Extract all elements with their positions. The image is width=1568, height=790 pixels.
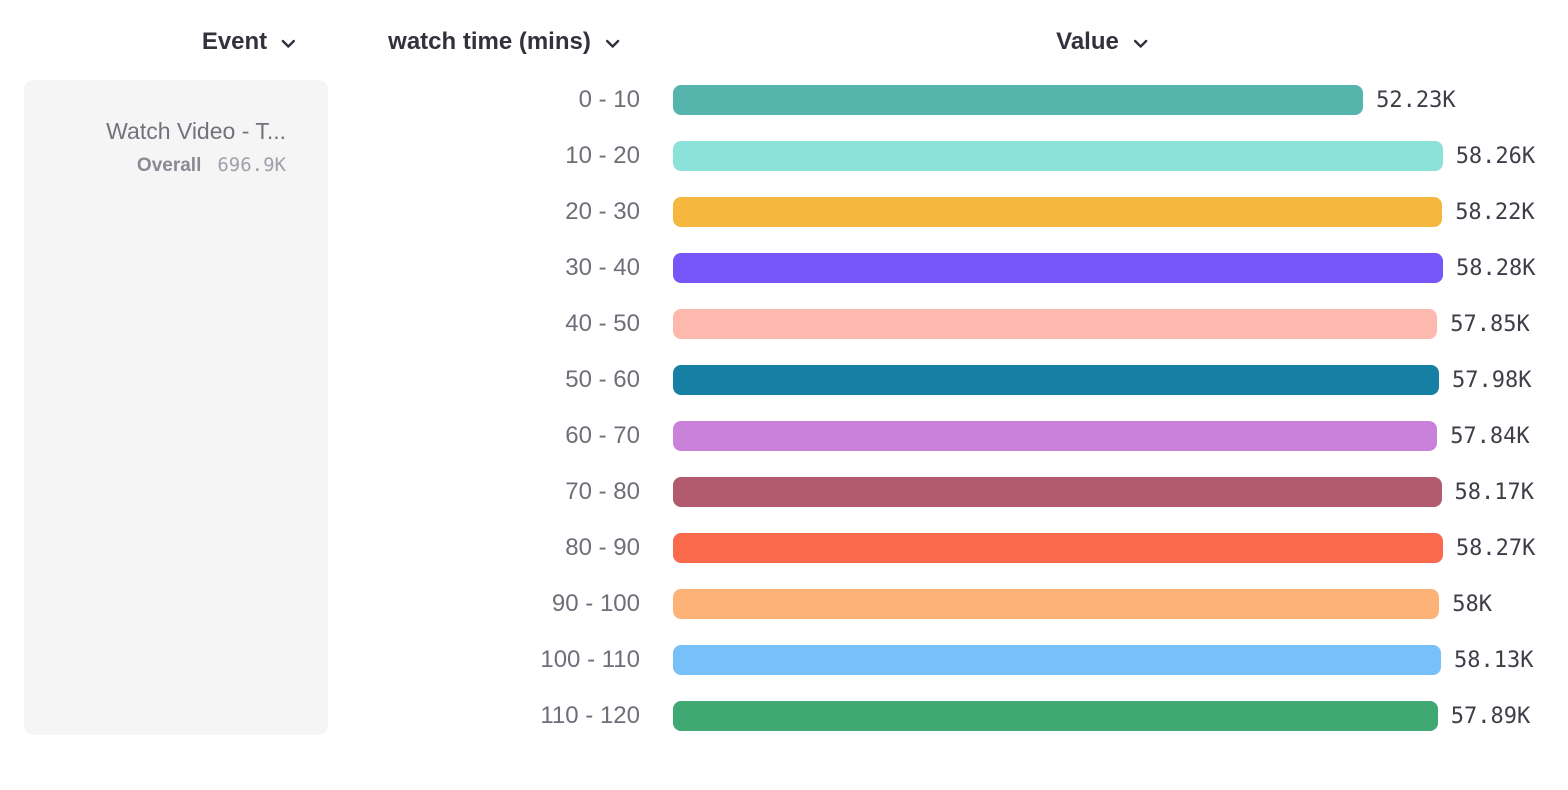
bar[interactable] [673, 701, 1438, 731]
bar-value-label: 57.84K [1450, 423, 1530, 449]
bar-category-label: 10 - 20 [565, 142, 640, 169]
event-name: Watch Video - T... [106, 118, 286, 144]
bar-value-label: 57.89K [1450, 703, 1531, 729]
bar-category-label: 50 - 60 [565, 366, 640, 393]
bar-value-label: 58K [1452, 591, 1493, 617]
bar[interactable] [673, 197, 1443, 227]
bar-chart-row: 100 - 110 58.13K [0, 632, 1568, 688]
bar[interactable] [673, 533, 1443, 563]
column-header-event-label: Event [201, 28, 268, 55]
bar-chart: 0 - 10 52.23K 10 - 20 58.26K 20 - 30 58.… [0, 72, 1568, 744]
column-header-breakdown-label: watch time (mins) [388, 28, 591, 55]
overall-value: 696.9K [217, 154, 286, 176]
bar[interactable] [673, 309, 1438, 339]
bar-chart-row: 60 - 70 57.84K [0, 408, 1568, 464]
chevron-down-icon [605, 39, 620, 49]
bar-chart-row: 30 - 40 58.28K [0, 240, 1568, 296]
bar-chart-row: 10 - 20 58.26K [0, 128, 1568, 184]
bar-category-label: 80 - 90 [565, 534, 640, 561]
bar-chart-row: 80 - 90 58.27K [0, 520, 1568, 576]
bar-value-label: 52.23K [1376, 87, 1456, 113]
bar-chart-row: 40 - 50 57.85K [0, 296, 1568, 352]
column-header-event[interactable]: Event [202, 26, 296, 58]
bar[interactable] [673, 85, 1364, 115]
column-header-value-label: Value [1056, 28, 1119, 55]
column-header-value[interactable]: Value [1056, 26, 1148, 58]
bar-chart-row: 110 - 120 57.89K [0, 688, 1568, 744]
bar[interactable] [673, 589, 1440, 619]
bar-chart-row: 20 - 30 58.22K [0, 184, 1568, 240]
bar-category-label: 0 - 10 [578, 86, 640, 113]
bar[interactable] [673, 421, 1438, 451]
bar-category-label: 90 - 100 [551, 590, 640, 617]
column-header-breakdown[interactable]: watch time (mins) [388, 26, 620, 58]
bar-category-label: 60 - 70 [565, 422, 640, 449]
bar-category-label: 110 - 120 [540, 702, 640, 729]
bar-value-label: 57.85K [1450, 311, 1530, 337]
bar-value-label: 57.98K [1452, 367, 1532, 393]
chevron-down-icon [1133, 39, 1148, 49]
bar-value-label: 58.28K [1456, 255, 1536, 281]
bar-chart-row: 0 - 10 52.23K [0, 72, 1568, 128]
bar[interactable] [673, 477, 1442, 507]
bar[interactable] [673, 141, 1443, 171]
bar-category-label: 30 - 40 [565, 254, 640, 281]
overall-label: Overall [136, 155, 202, 176]
bar-chart-row: 90 - 100 58K [0, 576, 1568, 632]
bar-category-label: 40 - 50 [565, 310, 640, 337]
bar[interactable] [673, 253, 1443, 283]
chevron-down-icon [281, 39, 296, 49]
bar-value-label: 58.26K [1455, 143, 1536, 169]
bar-value-label: 58.13K [1454, 647, 1534, 673]
bar[interactable] [673, 645, 1441, 675]
event-card[interactable]: Watch Video - T... Overall 696.9K [24, 80, 328, 735]
bar-value-label: 58.27K [1455, 535, 1536, 561]
bar[interactable] [673, 365, 1439, 395]
bar-category-label: 70 - 80 [565, 478, 640, 505]
bar-category-label: 20 - 30 [565, 198, 640, 225]
bar-value-label: 58.22K [1455, 199, 1535, 225]
bar-value-label: 58.17K [1454, 479, 1534, 505]
bar-chart-row: 50 - 60 57.98K [0, 352, 1568, 408]
bar-chart-row: 70 - 80 58.17K [0, 464, 1568, 520]
overall-row: Overall 696.9K [24, 154, 286, 177]
bar-category-label: 100 - 110 [540, 646, 640, 673]
